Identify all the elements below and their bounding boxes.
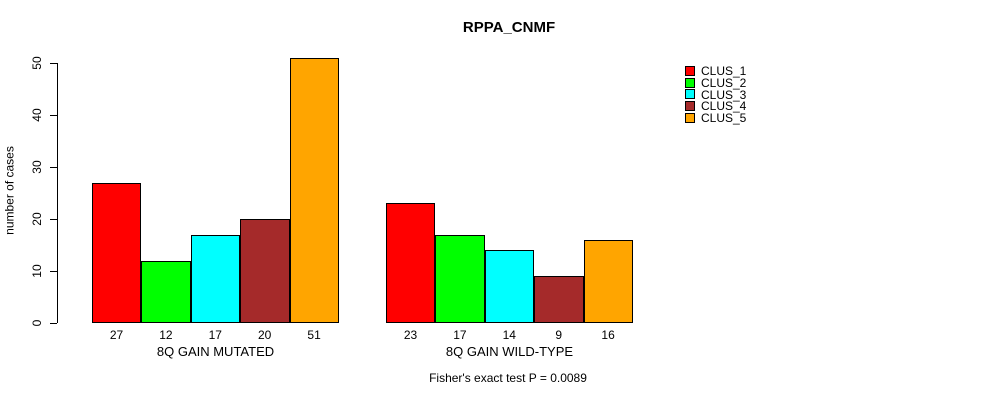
y-axis-tick bbox=[50, 219, 57, 220]
group-label: 8Q GAIN WILD-TYPE bbox=[445, 344, 574, 359]
legend-item-clus_1: CLUS_1 bbox=[685, 63, 747, 78]
bar-value-label: 12 bbox=[159, 328, 173, 342]
bar-value-label: 17 bbox=[453, 328, 467, 342]
legend-swatch-icon bbox=[685, 65, 695, 76]
legend-label: CLUS_4 bbox=[701, 99, 747, 114]
legend-label: CLUS_3 bbox=[701, 87, 747, 102]
y-axis-tick-label: 10 bbox=[30, 264, 44, 278]
group-label: 8Q GAIN MUTATED bbox=[156, 344, 275, 359]
legend-swatch-icon bbox=[685, 101, 695, 112]
bar-clus_1-group1 bbox=[92, 182, 142, 323]
bar-clus_4-group1 bbox=[240, 219, 290, 323]
bar-value-label: 14 bbox=[502, 328, 516, 342]
bar-clus_1-group2 bbox=[386, 203, 436, 323]
bar-value-label: 27 bbox=[109, 328, 124, 342]
bar-value-label: 51 bbox=[307, 328, 321, 342]
legend-item-clus_3: CLUS_3 bbox=[685, 87, 747, 102]
bar-clus_2-group1 bbox=[141, 260, 191, 323]
y-axis-tick-label: 50 bbox=[30, 56, 44, 70]
legend-item-clus_2: CLUS_2 bbox=[685, 75, 747, 90]
bar-value-label: 17 bbox=[208, 328, 222, 342]
bar-value-label: 16 bbox=[601, 328, 615, 342]
y-axis-tick-label: 20 bbox=[30, 212, 44, 226]
bar-clus_3-group2 bbox=[484, 250, 535, 323]
legend-item-clus_5: CLUS_5 bbox=[685, 111, 747, 126]
bar-clus_4-group2 bbox=[534, 276, 584, 323]
y-axis-tick bbox=[50, 167, 57, 168]
y-axis-tick-label: 0 bbox=[30, 319, 44, 327]
y-axis-line bbox=[57, 63, 58, 323]
chart-title: RPPA_CNMF bbox=[462, 19, 556, 36]
bar-value-label: 20 bbox=[258, 328, 272, 342]
legend-label: CLUS_5 bbox=[701, 111, 747, 126]
y-axis-tick-label: 30 bbox=[30, 160, 44, 174]
legend-label: CLUS_2 bbox=[701, 75, 747, 90]
bar-clus_2-group2 bbox=[435, 234, 485, 323]
legend-swatch-icon bbox=[685, 113, 695, 124]
y-axis-tick bbox=[50, 115, 57, 116]
bar-value-label: 23 bbox=[403, 328, 418, 342]
fisher-test-annotation: Fisher's exact test P = 0.0089 bbox=[429, 371, 587, 385]
legend-swatch-icon bbox=[685, 77, 695, 88]
legend-label: CLUS_1 bbox=[701, 63, 747, 78]
y-axis-tick-label: 40 bbox=[30, 108, 44, 122]
bar-clus_3-group1 bbox=[190, 234, 241, 323]
legend: CLUS_1 CLUS_2 CLUS_3 CLUS_4 CLUS_5 bbox=[685, 63, 747, 126]
bar-clus_5-group2 bbox=[583, 239, 633, 323]
bar-clus_5-group1 bbox=[289, 57, 339, 323]
y-axis-tick bbox=[50, 323, 57, 324]
legend-item-clus_4: CLUS_4 bbox=[685, 99, 747, 114]
y-axis-tick bbox=[50, 271, 57, 272]
legend-swatch-icon bbox=[685, 89, 695, 100]
y-axis-tick bbox=[50, 63, 57, 64]
bar-value-label: 9 bbox=[555, 328, 563, 342]
